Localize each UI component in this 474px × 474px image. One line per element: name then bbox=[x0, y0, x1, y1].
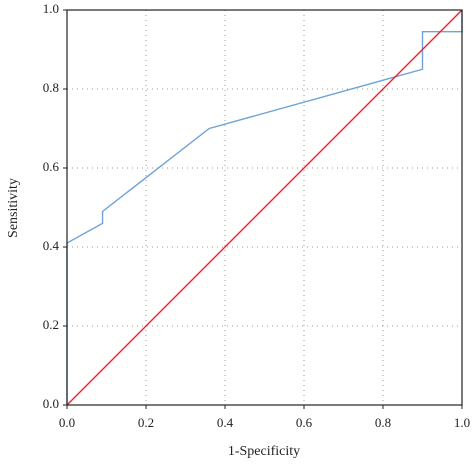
x-tick-label: 0.2 bbox=[138, 415, 154, 430]
y-tick-label: 0.6 bbox=[43, 159, 60, 174]
y-tick-label: 1.0 bbox=[43, 1, 59, 16]
roc-line bbox=[66, 9, 463, 406]
y-axis-label: Sensitivity bbox=[6, 178, 21, 238]
y-tick-label: 0.4 bbox=[43, 238, 60, 253]
y-tick-label: 0.8 bbox=[43, 80, 59, 95]
roc-line bbox=[66, 10, 463, 405]
plot-frame bbox=[66, 9, 463, 406]
x-tick-label: 0.0 bbox=[59, 415, 75, 430]
x-tick-label: 0.4 bbox=[217, 415, 234, 430]
y-tick-label: 0.0 bbox=[43, 396, 59, 411]
y-tick-label: 0.2 bbox=[43, 317, 59, 332]
x-axis-label: 1-Specificity bbox=[228, 444, 300, 459]
x-tick-label: 0.8 bbox=[375, 415, 391, 430]
x-tick-label: 0.6 bbox=[296, 415, 313, 430]
x-tick-label: 1.0 bbox=[454, 415, 470, 430]
